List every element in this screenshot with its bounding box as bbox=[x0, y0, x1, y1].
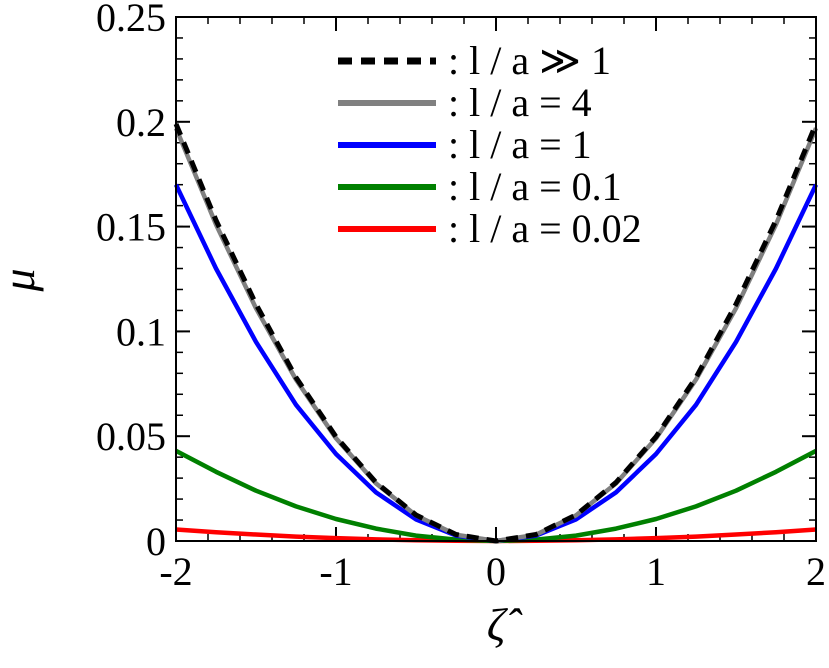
legend-label: : l / a = 4 bbox=[448, 80, 592, 125]
y-tick-label: 0.2 bbox=[116, 100, 166, 145]
y-tick-label: 0.1 bbox=[116, 309, 166, 354]
x-tick-label: -1 bbox=[319, 549, 352, 594]
y-tick-label: 0.15 bbox=[96, 205, 166, 250]
tick-labels-layer: -2 -1 0 1 2 0 0.05 0.1 0.15 0.2 0.25 bbox=[96, 0, 826, 594]
x-tick-label: 0 bbox=[486, 549, 506, 594]
legend-label: : l / a = 1 bbox=[448, 122, 592, 167]
x-tick-label: 2 bbox=[806, 549, 826, 594]
y-axis-label: μ bbox=[0, 268, 44, 292]
y-tick-label: 0.25 bbox=[96, 0, 166, 40]
legend-label: : l / a = 0.1 bbox=[448, 164, 622, 209]
legend-label: : l / a ≫ 1 bbox=[448, 38, 611, 83]
y-tick-label: 0 bbox=[146, 519, 166, 564]
legend: : l / a ≫ 1: l / a = 4: l / a = 1: l / a… bbox=[338, 38, 642, 251]
x-tick-label: 1 bbox=[646, 549, 666, 594]
y-tick-label: 0.05 bbox=[96, 414, 166, 459]
plot-frame bbox=[175, 16, 817, 542]
x-tick-label: -2 bbox=[159, 549, 192, 594]
legend-label: : l / a = 0.02 bbox=[448, 206, 642, 251]
